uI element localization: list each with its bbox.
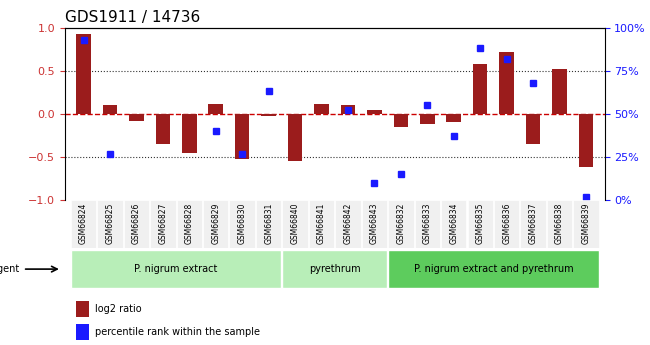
FancyBboxPatch shape — [256, 200, 281, 248]
Text: GSM66839: GSM66839 — [582, 203, 590, 244]
Text: log2 ratio: log2 ratio — [95, 304, 141, 314]
Text: GSM66825: GSM66825 — [105, 203, 114, 244]
FancyBboxPatch shape — [282, 250, 387, 288]
FancyBboxPatch shape — [71, 250, 281, 288]
Bar — [499, 52, 514, 114]
FancyBboxPatch shape — [71, 200, 96, 248]
Text: GSM66827: GSM66827 — [159, 203, 167, 244]
Text: percentile rank within the sample: percentile rank within the sample — [95, 327, 259, 337]
Text: agent: agent — [0, 264, 20, 274]
FancyBboxPatch shape — [415, 200, 440, 248]
FancyBboxPatch shape — [98, 200, 123, 248]
Text: GSM66826: GSM66826 — [132, 203, 141, 244]
Text: P. nigrum extract: P. nigrum extract — [135, 264, 218, 274]
FancyBboxPatch shape — [203, 200, 228, 248]
FancyBboxPatch shape — [124, 200, 149, 248]
Bar — [314, 104, 329, 114]
Text: GSM66835: GSM66835 — [476, 203, 485, 244]
Bar — [155, 114, 170, 144]
Bar — [420, 114, 435, 124]
Text: GSM66832: GSM66832 — [396, 203, 406, 244]
Bar — [182, 114, 196, 152]
Bar — [367, 110, 382, 114]
FancyBboxPatch shape — [335, 200, 361, 248]
Bar — [447, 114, 461, 122]
Text: GSM66837: GSM66837 — [528, 203, 538, 244]
FancyBboxPatch shape — [282, 200, 308, 248]
FancyBboxPatch shape — [494, 200, 519, 248]
FancyBboxPatch shape — [388, 250, 599, 288]
FancyBboxPatch shape — [441, 200, 467, 248]
Bar — [129, 114, 144, 121]
Bar — [235, 114, 250, 159]
Bar — [76, 301, 89, 317]
Text: GSM66834: GSM66834 — [449, 203, 458, 244]
Text: GSM66842: GSM66842 — [343, 203, 352, 244]
Text: GSM66843: GSM66843 — [370, 203, 379, 244]
Text: pyrethrum: pyrethrum — [309, 264, 361, 274]
Text: GSM66824: GSM66824 — [79, 203, 88, 244]
FancyBboxPatch shape — [150, 200, 176, 248]
Bar — [209, 104, 223, 114]
Bar — [526, 114, 540, 144]
Bar — [394, 114, 408, 127]
FancyBboxPatch shape — [361, 200, 387, 248]
Bar — [341, 105, 356, 114]
Text: GSM66830: GSM66830 — [238, 203, 247, 244]
Text: P. nigrum extract and pyrethrum: P. nigrum extract and pyrethrum — [413, 264, 573, 274]
FancyBboxPatch shape — [388, 200, 413, 248]
Bar — [76, 34, 91, 114]
Bar — [103, 105, 117, 114]
Text: GSM66838: GSM66838 — [555, 203, 564, 244]
Text: GSM66831: GSM66831 — [264, 203, 273, 244]
Text: GDS1911 / 14736: GDS1911 / 14736 — [65, 10, 200, 25]
Text: GSM66841: GSM66841 — [317, 203, 326, 244]
FancyBboxPatch shape — [467, 200, 493, 248]
Bar — [578, 114, 593, 167]
FancyBboxPatch shape — [547, 200, 572, 248]
Text: GSM66833: GSM66833 — [422, 203, 432, 244]
FancyBboxPatch shape — [309, 200, 334, 248]
Text: GSM66840: GSM66840 — [291, 203, 300, 244]
FancyBboxPatch shape — [521, 200, 546, 248]
Bar — [473, 64, 488, 114]
Bar — [552, 69, 567, 114]
Text: GSM66828: GSM66828 — [185, 203, 194, 244]
Text: GSM66836: GSM66836 — [502, 203, 511, 244]
Bar — [76, 324, 89, 340]
FancyBboxPatch shape — [229, 200, 255, 248]
FancyBboxPatch shape — [177, 200, 202, 248]
Bar — [288, 114, 302, 161]
Bar — [261, 114, 276, 116]
Text: GSM66829: GSM66829 — [211, 203, 220, 244]
FancyBboxPatch shape — [573, 200, 599, 248]
